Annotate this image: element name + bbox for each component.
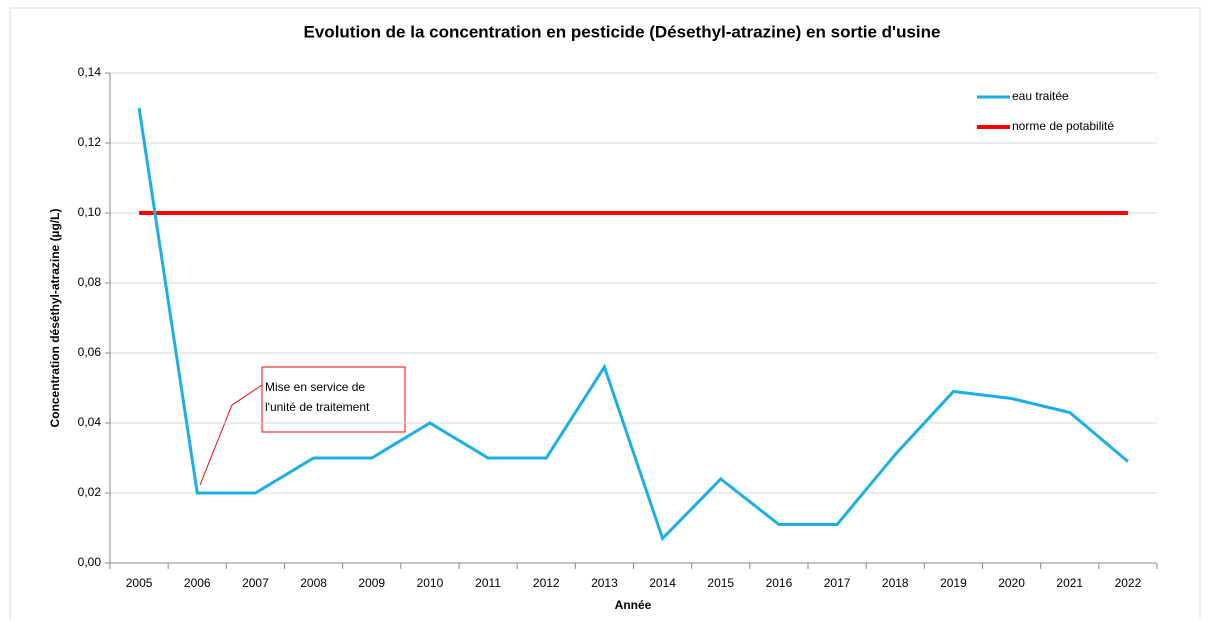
annotation-text: l'unité de traitement — [265, 400, 370, 414]
x-tick-label: 2008 — [300, 576, 327, 590]
x-tick-label: 2022 — [1115, 576, 1142, 590]
x-tick-label: 2017 — [824, 576, 851, 590]
x-tick-label: 2018 — [882, 576, 909, 590]
annotation-pointer — [199, 384, 263, 486]
chart-title: Evolution de la concentration en pestici… — [304, 22, 941, 41]
y-axis-label: Concentration déséthyl-atrazine (µg/L) — [48, 209, 62, 428]
x-tick-label: 2014 — [649, 576, 676, 590]
y-tick-label: 0,04 — [78, 415, 102, 429]
x-tick-label: 2009 — [358, 576, 385, 590]
chart-frame — [9, 7, 1201, 624]
x-tick-label: 2012 — [533, 576, 560, 590]
annotation-box — [261, 366, 406, 433]
x-tick-label: 2010 — [417, 576, 444, 590]
x-tick-label: 2020 — [998, 576, 1025, 590]
legend-label: eau traitée — [1012, 89, 1069, 103]
y-tick-label: 0,08 — [78, 275, 102, 289]
x-tick-label: 2005 — [126, 576, 153, 590]
annotation-text: Mise en service de — [265, 380, 365, 394]
x-tick-label: 2021 — [1056, 576, 1083, 590]
x-axis-label: Année — [615, 598, 652, 612]
legend-label: norme de potabilité — [1012, 119, 1114, 133]
x-tick-label: 2015 — [707, 576, 734, 590]
y-tick-label: 0,02 — [78, 485, 102, 499]
y-tick-label: 0,06 — [78, 345, 102, 359]
x-tick-label: 2007 — [242, 576, 269, 590]
x-tick-label: 2006 — [184, 576, 211, 590]
y-tick-label: 0,00 — [78, 555, 102, 569]
y-tick-label: 0,12 — [78, 135, 102, 149]
x-tick-label: 2013 — [591, 576, 618, 590]
y-tick-label: 0,10 — [78, 205, 102, 219]
x-tick-label: 2016 — [766, 576, 793, 590]
series-line — [137, 107, 1129, 542]
x-tick-label: 2019 — [940, 576, 967, 590]
y-tick-label: 0,14 — [78, 65, 102, 79]
x-tick-label: 2011 — [475, 576, 501, 590]
